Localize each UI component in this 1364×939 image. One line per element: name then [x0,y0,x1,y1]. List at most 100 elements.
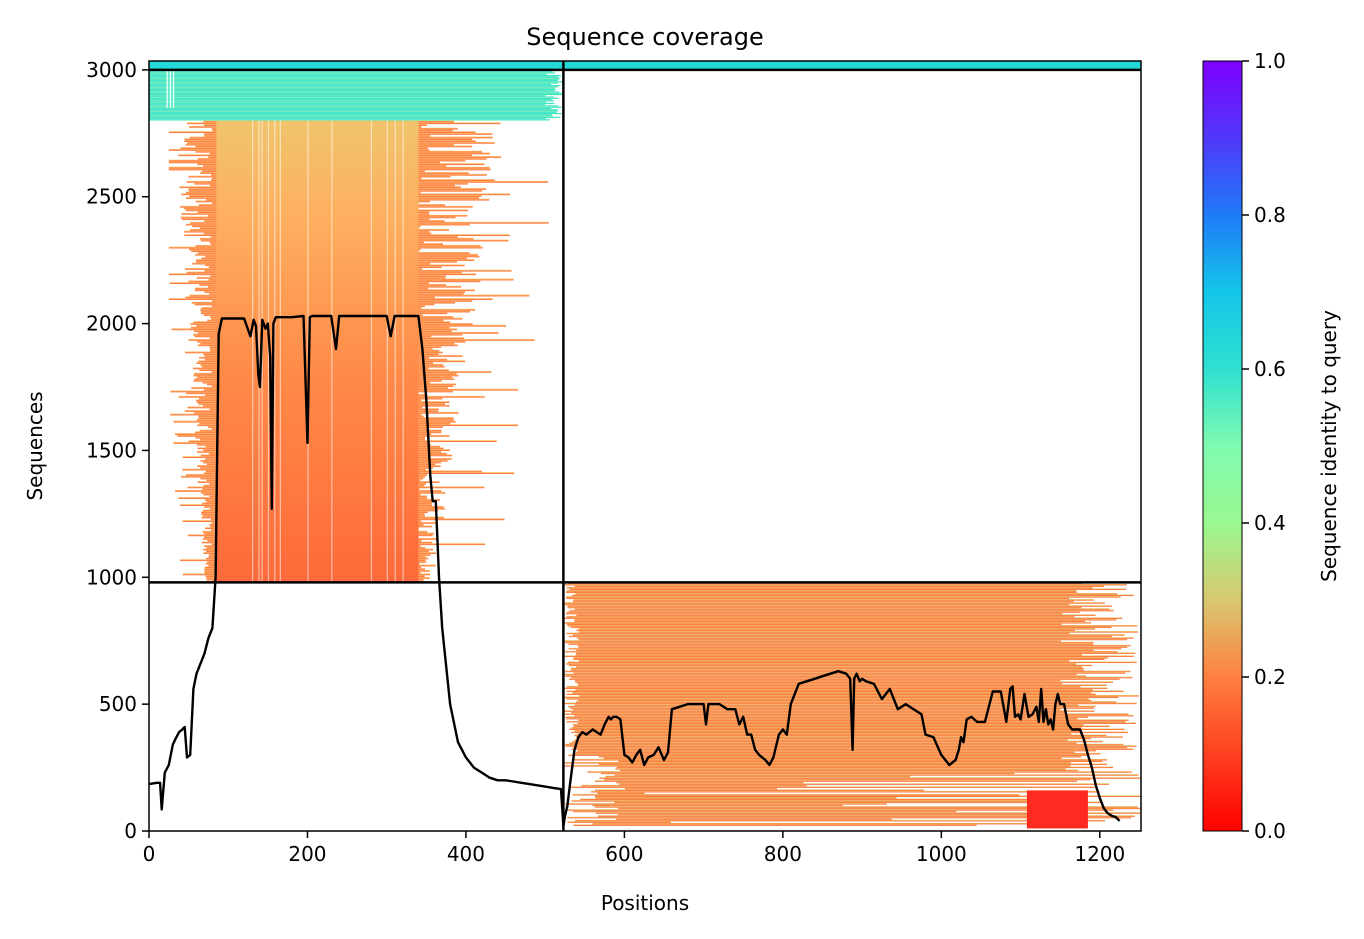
x-axis: 0 200 400 600 800 1000 1200 [143,831,1125,866]
msa-row [575,593,1118,595]
msa-row [567,661,1137,664]
msa-row [578,660,1070,662]
msa-row [572,600,1075,603]
msa-row [578,631,1139,633]
msa-row [595,797,897,799]
msa-row [149,110,559,112]
msa-row [149,101,547,103]
msa-row [576,614,1096,616]
gap-column [402,120,404,583]
msa-top-band-1 [149,69,563,121]
msa-row [566,586,1093,589]
gap-column [166,69,168,108]
msa-row [564,621,1092,624]
msa-row [590,790,1100,793]
msa-row [597,815,1135,817]
msa-block-1 [168,120,549,583]
msa-row [149,86,558,88]
y-axis-label: Sequences [23,391,47,500]
msa-row [564,655,1134,657]
msa-row [149,116,561,119]
x-tick-label: 0 [143,842,156,866]
y-axis: 0 500 1000 1500 2000 2500 3000 [86,58,149,843]
msa-row [149,113,562,115]
msa-row [568,643,1094,645]
msa-row [572,691,1092,694]
msa-row [577,682,1063,685]
msa-row [564,640,1061,642]
msa-row [600,772,1015,775]
msa-row [574,608,1110,610]
msa-row [573,725,1110,727]
gap-column [386,120,388,583]
msa-red-patch [1026,790,1088,829]
msa-row [567,816,1132,819]
msa-row [566,623,1062,625]
msa-row [564,670,1131,673]
gap-column [394,120,396,583]
msa-row [566,663,1077,665]
msa-row [563,687,1108,689]
x-tick-label: 1200 [1074,842,1125,866]
colorbar-tick-label: 0.0 [1254,819,1286,843]
msa-row [149,91,560,93]
msa-row [571,726,1082,729]
msa-row [567,606,1082,609]
x-tick-label: 200 [288,842,326,866]
msa-row [577,637,1134,639]
msa-row [568,635,1112,638]
msa-row [577,737,1092,740]
msa-row [564,743,1124,746]
msa-row [149,81,563,83]
msa-row [575,688,1093,691]
msa-row [598,763,1108,766]
msa-row [149,96,555,98]
msa-row [569,728,1125,731]
msa-row [567,605,1113,607]
msa-row [564,696,1119,699]
msa-row [568,647,1122,650]
msa-row [570,669,1085,671]
msa-row [569,588,1127,590]
msa-row [580,798,1072,801]
msa-row [565,596,1121,598]
msa-row [149,115,553,117]
msa-row [574,618,1117,621]
gap-column [252,120,254,583]
msa-row [578,628,1096,630]
msa-row [565,650,1118,653]
msa-row [597,792,645,794]
msa-row [604,778,1091,781]
plot-area [149,61,1141,829]
msa-row [149,99,552,101]
colorbar-tick-label: 0.6 [1254,357,1286,381]
msa-row [564,617,1123,619]
msa-row [577,644,1131,647]
msa-row [624,787,778,790]
msa-row [565,716,1088,718]
msa-row [573,599,1095,601]
msa-row [595,789,925,791]
msa-row [616,766,1114,769]
msa-row [149,92,562,94]
msa-row [569,742,1077,744]
msa-row [149,71,553,73]
x-tick-label: 400 [447,842,485,866]
msa-row [616,818,892,820]
msa-row [149,72,555,74]
gap-column [370,120,373,583]
msa-row [574,704,1079,706]
msa-row [563,673,1077,676]
msa-row [579,695,1139,697]
msa-row [575,653,1083,656]
msa-row [614,774,1139,776]
msa-row [565,809,1114,811]
msa-row [149,119,551,121]
msa-row [564,765,1071,767]
msa-row [568,664,1093,667]
msa-row [578,638,1128,641]
msa-row [566,615,1075,618]
coverage-line-layer [148,314,1121,828]
msa-row [571,731,1129,734]
msa-row [563,713,1129,715]
